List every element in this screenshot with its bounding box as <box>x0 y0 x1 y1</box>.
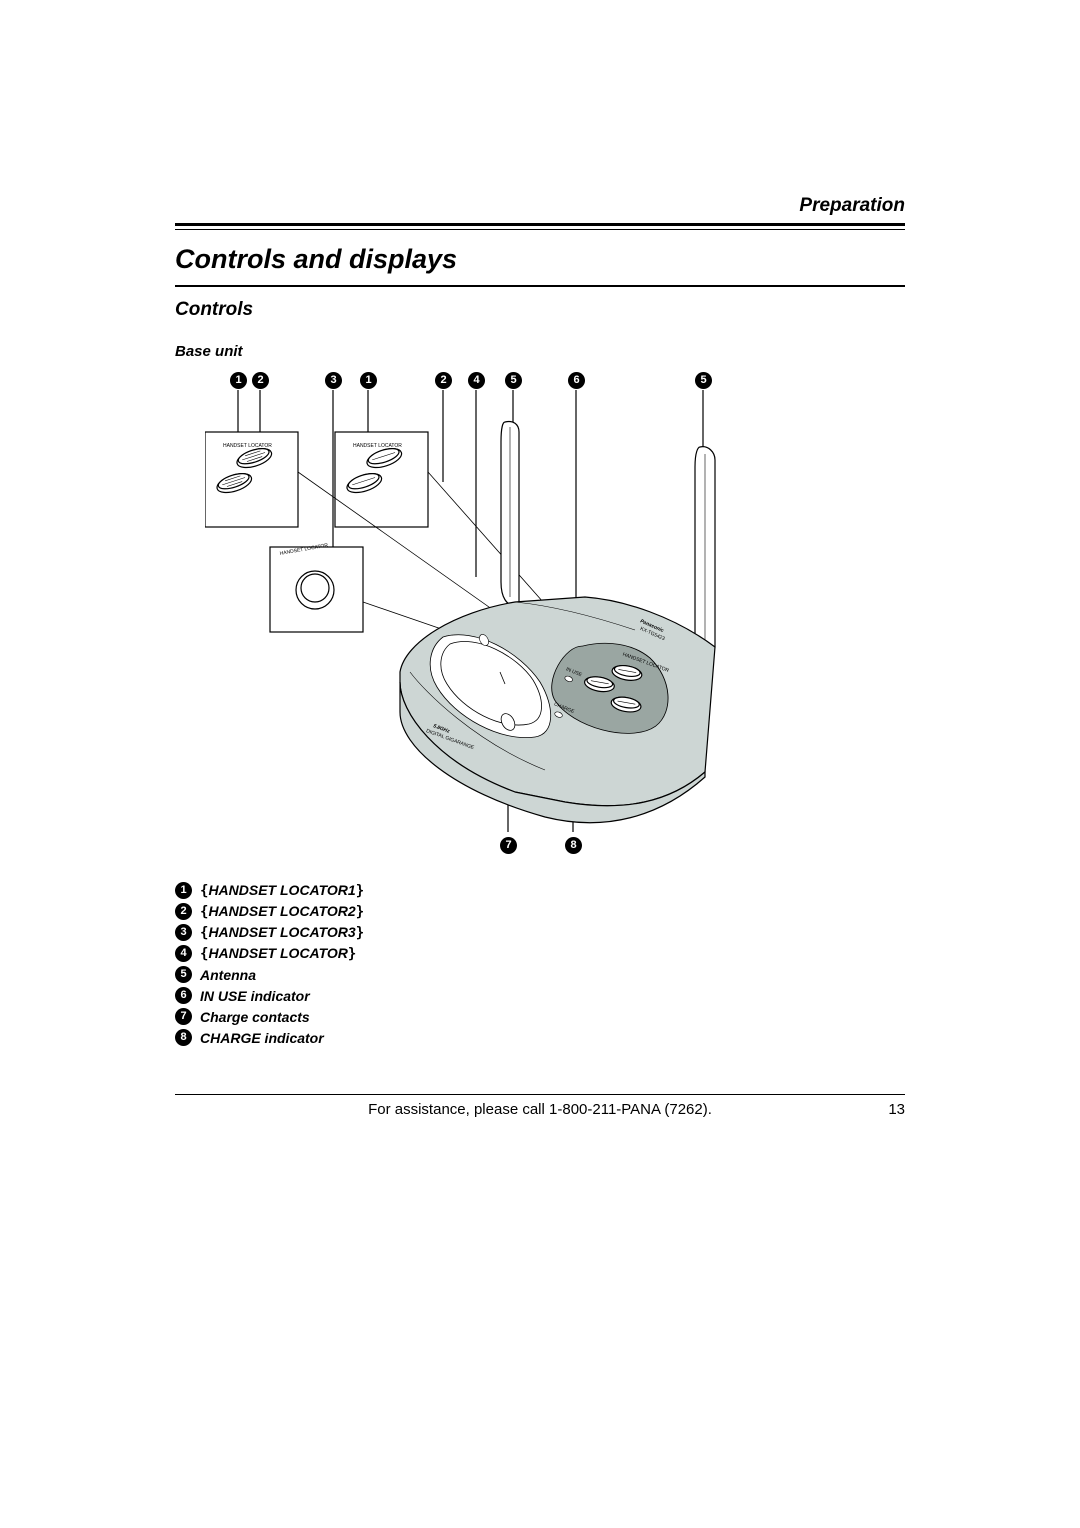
legend-label: Charge contacts <box>200 1009 310 1025</box>
top-callouts: 123124565 <box>205 372 865 402</box>
rule-thin <box>175 229 905 230</box>
legend-row: 4 {HANDSET LOCATOR} <box>175 945 905 962</box>
callout-marker: 4 <box>468 372 485 389</box>
legend-marker: 2 <box>175 903 192 920</box>
legend-label: IN USE indicator <box>200 988 310 1004</box>
page-number: 13 <box>888 1101 905 1118</box>
legend-marker: 8 <box>175 1029 192 1046</box>
legend-marker: 3 <box>175 924 192 941</box>
legend-row: 2 {HANDSET LOCATOR2} <box>175 903 905 920</box>
legend-label: {HANDSET LOCATOR} <box>200 945 356 962</box>
legend-marker: 5 <box>175 966 192 983</box>
legend-marker: 6 <box>175 987 192 1004</box>
legend-marker: 4 <box>175 945 192 962</box>
callout-marker: 5 <box>695 372 712 389</box>
callout-marker: 8 <box>565 837 582 854</box>
section-header: Preparation <box>175 195 905 217</box>
legend-label: CHARGE indicator <box>200 1030 324 1046</box>
legend-row: 6 IN USE indicator <box>175 987 905 1004</box>
label-handset-locator-b: HANDSET LOCATOR <box>353 443 402 449</box>
legend-row: 3 {HANDSET LOCATOR3} <box>175 924 905 941</box>
unit-label: Base unit <box>175 343 905 360</box>
page-title: Controls and displays <box>175 244 905 275</box>
legend-marker: 7 <box>175 1008 192 1025</box>
base-unit-illustration: HANDSET LOCATOR HANDSET LOCATOR <box>205 372 865 862</box>
legend-label: {HANDSET LOCATOR1} <box>200 882 364 899</box>
callout-marker: 3 <box>325 372 342 389</box>
legend-row: 1 {HANDSET LOCATOR1} <box>175 882 905 899</box>
legend-row: 5 Antenna <box>175 966 905 983</box>
callout-marker: 7 <box>500 837 517 854</box>
callout-marker: 2 <box>252 372 269 389</box>
footer-assist: For assistance, please call 1-800-211-PA… <box>368 1101 712 1118</box>
legend-label: Antenna <box>200 967 256 983</box>
legend-label: {HANDSET LOCATOR3} <box>200 924 364 941</box>
legend-label: {HANDSET LOCATOR2} <box>200 903 364 920</box>
callout-marker: 1 <box>230 372 247 389</box>
callout-marker: 1 <box>360 372 377 389</box>
callout-marker: 2 <box>435 372 452 389</box>
callout-marker: 6 <box>568 372 585 389</box>
subsection-heading: Controls <box>175 299 905 321</box>
label-handset-locator-a: HANDSET LOCATOR <box>223 443 272 449</box>
base-unit-diagram: HANDSET LOCATOR HANDSET LOCATOR <box>205 372 865 862</box>
legend-row: 7 Charge contacts <box>175 1008 905 1025</box>
footer: For assistance, please call 1-800-211-PA… <box>175 1101 905 1118</box>
legend-row: 8 CHARGE indicator <box>175 1029 905 1046</box>
callout-marker: 5 <box>505 372 522 389</box>
rule-mid <box>175 285 905 287</box>
rule-thick <box>175 223 905 226</box>
footer-rule <box>175 1094 905 1095</box>
legend-list: 1 {HANDSET LOCATOR1} 2 {HANDSET LOCATOR2} 3 {… <box>175 882 905 1046</box>
legend-marker: 1 <box>175 882 192 899</box>
